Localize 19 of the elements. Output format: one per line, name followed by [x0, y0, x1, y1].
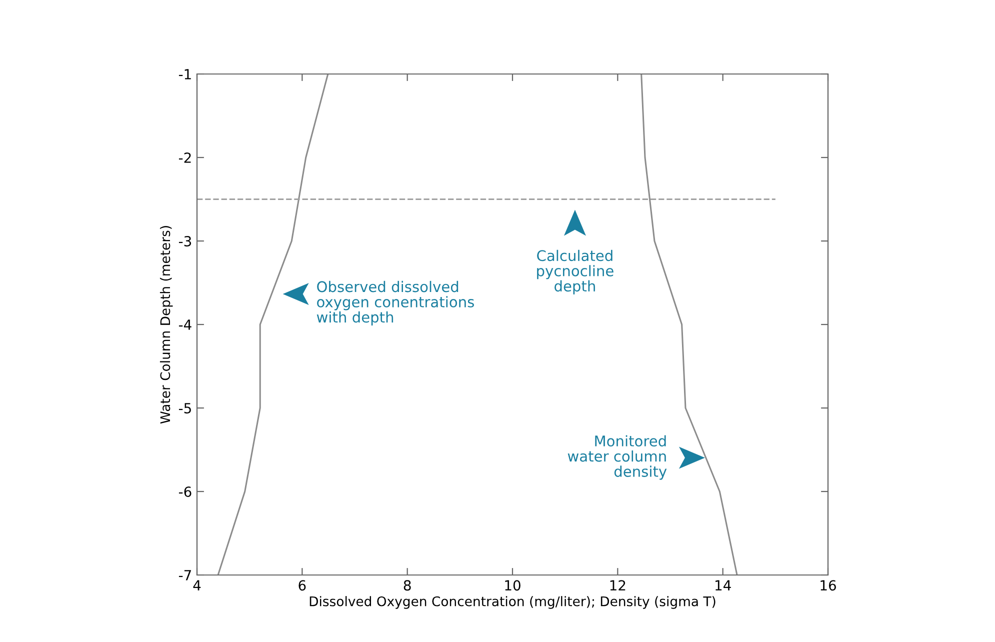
y-tick-label: -6: [178, 486, 192, 497]
y-tick-label: -4: [178, 320, 192, 330]
x-tick-label: 10: [505, 580, 520, 591]
x-tick-label: 14: [716, 580, 731, 590]
annotation: Observed dissolved oxygen conentrations with depth: [316, 280, 474, 326]
x-tick-label: 6: [298, 580, 306, 591]
y-tick-label: -5: [178, 403, 191, 414]
x-tick-label: 8: [404, 580, 411, 591]
y-tick-label: -3: [178, 236, 192, 246]
annotation: Calculated pycnocline depth: [537, 250, 614, 294]
y-axis-title: Water Column Depth (meters): [160, 226, 173, 424]
y-tick-label: -1: [178, 69, 191, 80]
y-tick-label: -7: [178, 570, 191, 580]
x-tick-label: 16: [820, 580, 836, 591]
x-axis-title: Dissolved Oxygen Concentration (mg/liter); Density (sigma T): [310, 596, 716, 609]
x-tick-label: 12: [610, 580, 626, 590]
x-tick-label: 4: [193, 580, 201, 590]
annotation: Monitored water column density: [568, 435, 667, 480]
y-tick-label: -2: [178, 152, 191, 163]
